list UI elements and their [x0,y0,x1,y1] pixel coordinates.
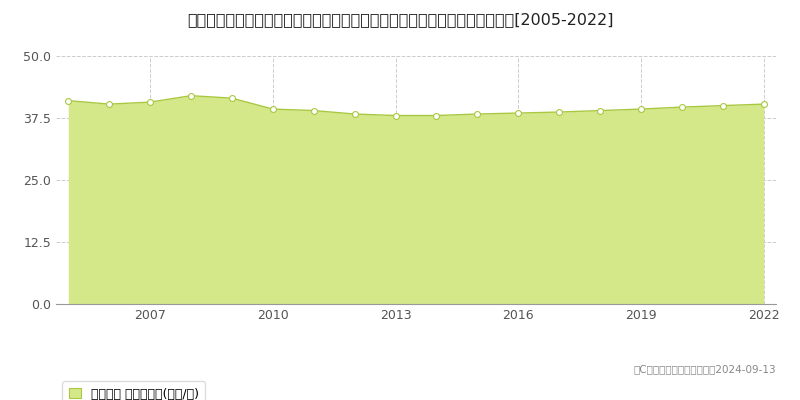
Point [758,101,770,107]
Point [471,111,484,117]
Point [634,106,647,112]
Point [594,107,606,114]
Point [185,92,198,99]
Legend: 地価公示 平均嵪単価(万円/嵪): 地価公示 平均嵪単価(万円/嵪) [62,381,206,400]
Point [226,95,238,101]
Point [102,101,115,107]
Point [717,102,730,109]
Point [553,109,566,115]
Point [144,99,157,105]
Text: （C）土地価格ドットコム　2024-09-13: （C）土地価格ドットコム 2024-09-13 [634,364,776,374]
Point [348,111,361,117]
Point [266,106,279,112]
Point [389,112,402,119]
Point [675,104,688,110]
Point [62,98,74,104]
Point [512,110,525,116]
Point [307,107,320,114]
Text: 東京都西多摩郡瑞穂町大字笥根ケ崎字狭山２９５番４　地価公示　地価推移[2005-2022]: 東京都西多摩郡瑞穂町大字笥根ケ崎字狭山２９５番４ 地価公示 地価推移[2005-… [186,12,614,27]
Point [430,112,443,119]
